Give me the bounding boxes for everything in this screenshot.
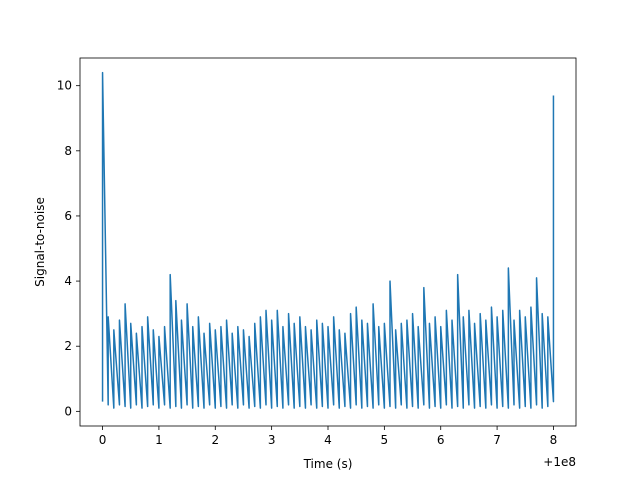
x-tick-label: 4 [324,433,332,447]
y-tick-label: 4 [64,274,72,288]
y-axis-ticks: 0 2 4 6 8 10 [57,79,80,418]
y-tick-label: 2 [64,339,72,353]
x-axis-ticks: 0 1 2 3 4 5 6 7 8 [99,426,558,447]
x-tick-label: 3 [268,433,276,447]
y-tick-label: 6 [64,209,72,223]
x-axis-offset-label: +1e8 [543,455,576,469]
snr-series-line [101,71,555,409]
x-tick-label: 5 [381,433,389,447]
y-axis-label: Signal-to-noise [33,197,47,287]
y-tick-label: 10 [57,79,72,93]
x-axis-label: Time (s) [303,457,353,471]
x-tick-label: 7 [493,433,501,447]
x-tick-label: 2 [211,433,219,447]
plot-series-group [101,71,555,409]
x-tick-label: 8 [550,433,558,447]
x-tick-label: 0 [99,433,107,447]
y-tick-label: 8 [64,144,72,158]
x-tick-label: 1 [155,433,163,447]
y-tick-label: 0 [64,404,72,418]
x-tick-label: 6 [437,433,445,447]
